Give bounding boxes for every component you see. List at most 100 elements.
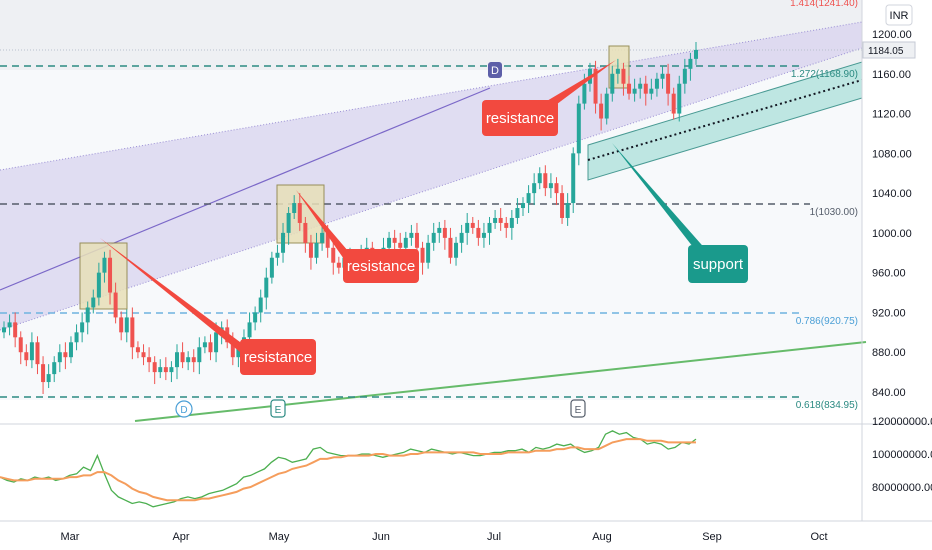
- candle-body: [459, 232, 464, 243]
- time-tick-label: Oct: [810, 531, 827, 543]
- candle-body: [202, 342, 207, 348]
- channel-lower-dotted: [0, 47, 863, 331]
- time-tick-label: Apr: [172, 531, 189, 543]
- candle-body: [448, 237, 453, 258]
- resistance-label-box-1: [240, 339, 316, 375]
- candle-body: [169, 367, 174, 373]
- candle-body: [420, 247, 425, 263]
- indicator-moving-average: [0, 438, 696, 502]
- candle-body: [571, 153, 576, 204]
- candle-body: [68, 342, 73, 358]
- price-tick-label: 1200.00: [872, 29, 912, 41]
- fib-label-618: 0.618(834.95): [796, 400, 858, 411]
- candle-body: [615, 68, 620, 74]
- price-tick-label: 1120.00: [872, 109, 911, 121]
- resistance-box-1: [79, 242, 128, 310]
- price-tick-label: 880.00: [872, 347, 906, 359]
- candle-body: [387, 237, 392, 248]
- candle-body: [175, 352, 179, 368]
- candle-body: [582, 83, 587, 104]
- candle-body: [554, 183, 559, 194]
- candle-body: [57, 352, 62, 363]
- candle-body: [599, 103, 604, 119]
- candle-body: [593, 68, 598, 104]
- event-marker-d-top[interactable]: D: [488, 62, 502, 78]
- time-axis[interactable]: Mar Apr May Jun Jul Aug Sep Oct: [61, 531, 828, 543]
- candle-body: [320, 232, 325, 243]
- candle-body: [269, 257, 274, 278]
- candle-body: [509, 217, 514, 228]
- candle-body: [604, 93, 609, 119]
- candle-body: [331, 247, 336, 263]
- time-tick-label: May: [269, 531, 290, 543]
- candle-body: [398, 242, 403, 248]
- candle-body: [632, 88, 637, 94]
- candle-body: [654, 78, 659, 89]
- candle-body: [543, 173, 548, 189]
- price-tick-label: 1040.00: [872, 188, 912, 200]
- candle-body: [52, 362, 57, 375]
- candle-body: [409, 232, 414, 238]
- price-tick-label: 960.00: [872, 268, 906, 280]
- green-trend-line: [134, 341, 867, 422]
- candle-body: [286, 213, 291, 233]
- event-marker-e1-text: E: [275, 405, 282, 416]
- resistance-label-1: resistance: [244, 349, 312, 366]
- resistance-label-box-3: [482, 100, 558, 136]
- candle-body: [186, 357, 191, 363]
- event-marker-d-bottom-text: D: [180, 405, 187, 416]
- last-price-tag[interactable]: 1184.05: [862, 41, 916, 59]
- event-marker-d-bottom[interactable]: D: [175, 400, 193, 418]
- candle-body: [314, 242, 319, 258]
- candle-body: [426, 242, 431, 263]
- resistance-arrow-1: [100, 238, 244, 352]
- price-tick-label: 1000.00: [872, 228, 912, 240]
- currency-badge-text: INR: [890, 10, 909, 22]
- event-marker-e2[interactable]: E: [570, 399, 586, 418]
- event-marker-e1[interactable]: E: [270, 399, 286, 418]
- event-marker-e2-text: E: [575, 405, 582, 416]
- candle-body: [476, 227, 481, 238]
- candle-body: [91, 297, 96, 308]
- candle-body: [85, 307, 90, 323]
- candle-body: [74, 332, 79, 343]
- price-tick-label: 920.00: [872, 307, 906, 319]
- candle-body: [63, 352, 68, 358]
- candle-body: [660, 73, 665, 79]
- candle-body: [576, 103, 581, 154]
- time-tick-label: Jul: [487, 531, 501, 543]
- candle-body: [437, 227, 442, 233]
- last-price-text: 1184.05: [868, 46, 904, 57]
- time-tick-label: Jun: [372, 531, 390, 543]
- candle-body: [560, 193, 565, 218]
- candle-body: [621, 68, 626, 84]
- candle-body: [281, 232, 286, 253]
- candle-body: [649, 88, 654, 94]
- candle-body: [487, 222, 492, 233]
- candle-body: [247, 322, 252, 338]
- price-axis[interactable]: 840.00 880.00 920.00 960.00 1000.00 1040.00 10…: [872, 29, 912, 399]
- candle-body: [498, 217, 503, 223]
- candle-body: [643, 83, 648, 94]
- candle-body: [119, 317, 124, 333]
- candle-body: [565, 203, 570, 218]
- candle-body: [180, 352, 185, 363]
- price-tick-label: 1160.00: [872, 69, 911, 81]
- time-tick-label: Aug: [592, 531, 612, 543]
- fib-label-top: 1.414(1241.40): [790, 0, 858, 9]
- resistance-label-2: resistance: [347, 258, 415, 275]
- candle-body: [29, 342, 34, 361]
- indicator-axis[interactable]: 80000000.00 100000000.00 120000000.00: [872, 416, 932, 494]
- currency-badge[interactable]: INR: [885, 4, 913, 26]
- candle-body: [124, 317, 129, 333]
- candle-body: [41, 364, 46, 383]
- candle-body: [208, 342, 213, 353]
- candle-body: [214, 332, 219, 353]
- candle-body: [113, 292, 118, 318]
- candle-body: [102, 257, 107, 273]
- candle-body: [230, 342, 235, 358]
- candle-body: [96, 272, 101, 298]
- candle-body: [275, 252, 280, 258]
- support-label-box: [688, 245, 748, 283]
